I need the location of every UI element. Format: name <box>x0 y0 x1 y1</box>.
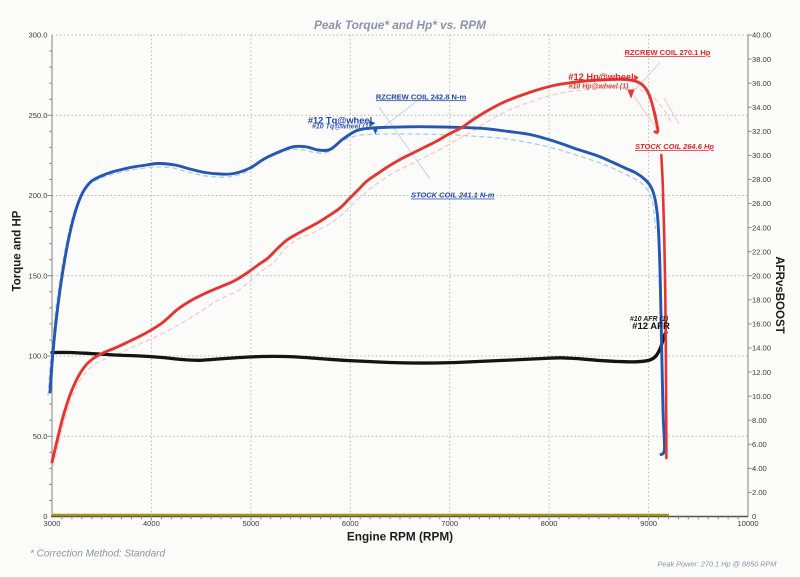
svg-text:20.00: 20.00 <box>752 271 771 280</box>
svg-text:28.00: 28.00 <box>752 175 771 184</box>
svg-text:Engine RPM (RPM): Engine RPM (RPM) <box>347 530 453 544</box>
svg-text:8000: 8000 <box>541 519 558 528</box>
svg-text:150.0: 150.0 <box>28 271 47 280</box>
svg-text:34.00: 34.00 <box>752 103 771 112</box>
svg-text:24.00: 24.00 <box>752 223 771 232</box>
svg-text:10000: 10000 <box>737 519 758 528</box>
svg-text:5000: 5000 <box>242 519 259 528</box>
svg-text:Peak Power: 270.1 Hp @ 8850 RP: Peak Power: 270.1 Hp @ 8850 RPM <box>658 560 778 569</box>
svg-text:200.0: 200.0 <box>28 191 47 200</box>
svg-text:#10 Hp@wheel (1): #10 Hp@wheel (1) <box>569 83 629 90</box>
svg-text:9000: 9000 <box>640 519 657 528</box>
svg-text:16.00: 16.00 <box>752 320 771 329</box>
svg-text:#10 AFR (1): #10 AFR (1) <box>630 316 669 323</box>
svg-text:* Correction Method: Standard: * Correction Method: Standard <box>30 549 166 560</box>
svg-text:0: 0 <box>752 512 756 521</box>
svg-text:RZCREW COIL 270.1 Hp: RZCREW COIL 270.1 Hp <box>625 48 711 57</box>
svg-text:#12 Tq@wheel: #12 Tq@wheel <box>308 116 372 126</box>
svg-text:30.00: 30.00 <box>752 151 771 160</box>
svg-text:2.00: 2.00 <box>752 488 767 497</box>
svg-text:12.00: 12.00 <box>752 368 771 377</box>
svg-text:300.0: 300.0 <box>28 31 47 40</box>
svg-text:250.0: 250.0 <box>28 111 47 120</box>
svg-text:Torque and HP: Torque and HP <box>12 210 24 291</box>
svg-text:Peak Torque* and Hp* vs. RPM: Peak Torque* and Hp* vs. RPM <box>314 18 487 32</box>
svg-text:4.00: 4.00 <box>752 464 767 473</box>
svg-text:6.00: 6.00 <box>752 440 767 449</box>
svg-text:18.00: 18.00 <box>752 296 771 305</box>
svg-text:100.0: 100.0 <box>28 352 47 361</box>
svg-text:26.00: 26.00 <box>752 199 771 208</box>
svg-text:AFRvsBOOST: AFRvsBOOST <box>773 256 785 333</box>
svg-text:STOCK COIL 264.6 Hp: STOCK COIL 264.6 Hp <box>635 142 714 151</box>
svg-text:4000: 4000 <box>143 519 160 528</box>
svg-text:38.00: 38.00 <box>752 55 771 64</box>
svg-text:#12 Hp@wheel: #12 Hp@wheel <box>568 72 633 82</box>
svg-text:6000: 6000 <box>342 519 359 528</box>
svg-text:8.00: 8.00 <box>752 416 767 425</box>
svg-text:10.00: 10.00 <box>752 392 771 401</box>
svg-text:14.00: 14.00 <box>752 344 771 353</box>
svg-text:#12 AFR: #12 AFR <box>632 321 670 332</box>
svg-text:3000: 3000 <box>44 519 61 528</box>
svg-text:7000: 7000 <box>441 519 458 528</box>
svg-text:#10 Tq@wheel (1): #10 Tq@wheel (1) <box>312 123 372 130</box>
svg-text:22.00: 22.00 <box>752 247 771 256</box>
svg-text:50.0: 50.0 <box>33 432 48 441</box>
svg-text:40.00: 40.00 <box>752 31 771 40</box>
svg-text:STOCK COIL 241.1 N-m: STOCK COIL 241.1 N-m <box>411 191 495 200</box>
svg-text:32.00: 32.00 <box>752 127 771 136</box>
svg-text:36.00: 36.00 <box>752 79 771 88</box>
svg-text:RZCREW COIL 242.8 N-m: RZCREW COIL 242.8 N-m <box>376 92 467 101</box>
svg-text:0: 0 <box>43 512 47 521</box>
